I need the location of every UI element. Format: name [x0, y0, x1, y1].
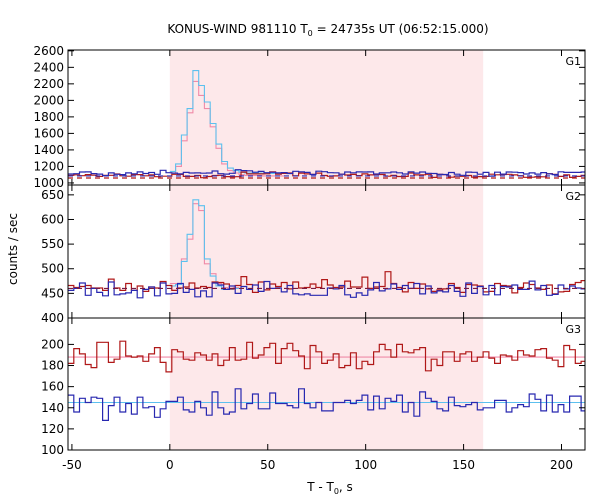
- y-tick-label: 2400: [33, 60, 64, 74]
- series-red-g3: [68, 340, 585, 373]
- x-axis-label: T - T0, s: [306, 480, 353, 496]
- y-axis-label: counts / sec: [6, 213, 20, 285]
- series-blue-g3: [68, 388, 585, 421]
- x-tick-label: 200: [550, 458, 573, 472]
- panel-label: G3: [565, 323, 581, 336]
- x-tick-label: 50: [260, 458, 275, 472]
- y-tick-label: 1400: [33, 143, 64, 157]
- x-tick-label: 100: [354, 458, 377, 472]
- chart-title: KONUS-WIND 981110 T0 = 24735s UT (06:52:…: [167, 22, 488, 38]
- y-tick-label: 180: [41, 359, 64, 373]
- shaded-interval: [169, 50, 484, 450]
- y-tick-label: 600: [41, 212, 64, 226]
- series-blue-g2: [68, 280, 585, 299]
- panel-label: G1: [565, 55, 581, 68]
- plot-area: 100012001400160018002000220024002600G140…: [33, 44, 586, 472]
- y-tick-label: 1600: [33, 126, 64, 140]
- panel-g2: 400 450 500 550 600 650 G2: [41, 184, 586, 325]
- y-tick-label: 550: [41, 237, 64, 251]
- y-tick-label: 160: [41, 380, 64, 394]
- y-tick-label: 450: [41, 286, 64, 300]
- y-tick-label: 1000: [33, 176, 64, 190]
- y-tick-label: 2600: [33, 44, 64, 58]
- series-pink-g2: [169, 203, 239, 289]
- series-lightblue-g1: [169, 70, 286, 174]
- series-red-g2: [68, 271, 585, 295]
- y-tick-label: 120: [41, 422, 64, 436]
- panel-g3: 100 120 140 160 180 200 G3: [41, 317, 586, 457]
- panel-label: G2: [565, 190, 581, 203]
- series-blue-g1: [68, 169, 585, 177]
- y-tick-label: 2200: [33, 77, 64, 91]
- y-tick-label: 400: [41, 311, 64, 325]
- y-tick-label: 1800: [33, 110, 64, 124]
- y-tick-label: 2000: [33, 93, 64, 107]
- x-tick-label: 0: [166, 458, 174, 472]
- panel-frame: [67, 317, 586, 451]
- x-tick-label: 150: [452, 458, 475, 472]
- y-tick-label: 650: [41, 188, 64, 202]
- y-tick-label: 100: [41, 443, 64, 457]
- y-tick-label: 200: [41, 337, 64, 351]
- y-tick-label: 1200: [33, 159, 64, 173]
- y-tick-label: 140: [41, 401, 64, 415]
- y-tick-label: 500: [41, 262, 64, 276]
- x-tick-label: -50: [62, 458, 82, 472]
